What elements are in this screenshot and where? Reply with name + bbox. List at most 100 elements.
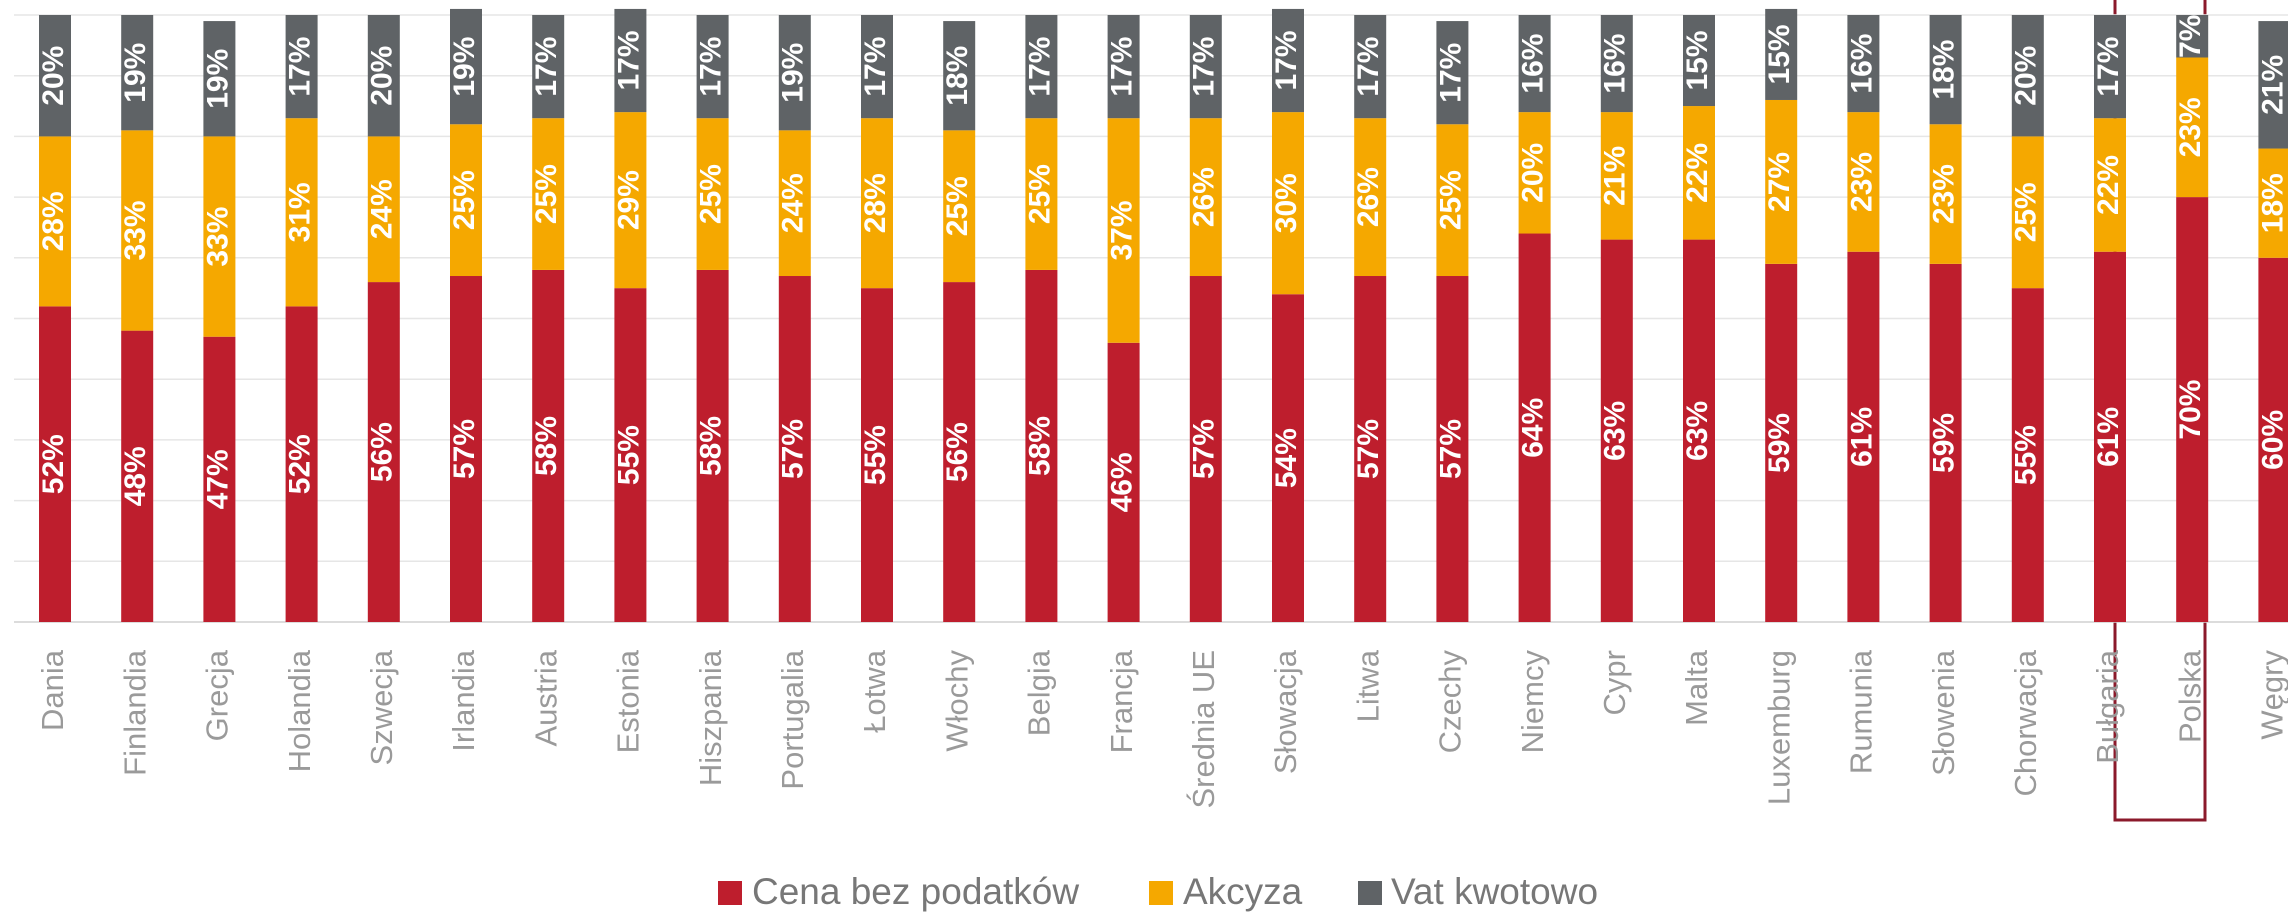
x-tick-label: Litwa (1350, 649, 1385, 722)
x-tick-label: Średnia UE (1185, 650, 1221, 809)
data-label: 18% (1928, 40, 1961, 100)
data-label: 61% (2092, 407, 2125, 467)
data-label: 30% (1270, 173, 1303, 233)
x-tick-label: Czechy (1433, 650, 1468, 754)
bar-segment (614, 288, 647, 622)
data-label: 57% (448, 419, 481, 479)
data-label: 20% (37, 46, 70, 106)
bar-segment (1272, 112, 1304, 295)
data-label: 22% (1681, 143, 1714, 203)
data-label: 7% (2174, 15, 2207, 58)
data-label: 22% (2092, 155, 2125, 215)
x-tick-label: Polska (2172, 649, 2207, 743)
bar-segment (203, 136, 236, 337)
x-tick-label: Rumunia (1844, 649, 1879, 774)
data-label: 28% (859, 173, 892, 233)
data-label: 24% (777, 173, 810, 233)
bar-segment (1189, 15, 1222, 119)
legend-swatch (1358, 881, 1382, 905)
bar-segment (2094, 118, 2126, 252)
data-label: 70% (2174, 380, 2207, 440)
data-label: 59% (1763, 413, 1796, 473)
data-label: 29% (612, 170, 645, 230)
bar-segment (2011, 136, 2044, 289)
data-label: 25% (695, 164, 728, 224)
bar-segment (2094, 15, 2126, 119)
bar-segment (1025, 269, 1058, 622)
data-label: 46% (1106, 452, 1139, 512)
bar-segment (1929, 263, 1962, 622)
data-label: 17% (2092, 37, 2125, 97)
data-label: 17% (1188, 37, 1221, 97)
bar-segment (1189, 276, 1222, 622)
x-tick-label: Węgry (2255, 650, 2288, 740)
data-label: 61% (1845, 407, 1878, 467)
x-tick-label: Niemcy (1515, 650, 1550, 754)
data-label: 18% (2256, 173, 2288, 233)
bar-segment (1189, 118, 1222, 277)
bar-segment (39, 15, 71, 137)
data-label: 15% (1763, 24, 1796, 84)
legend-label: Cena bez podatków (752, 871, 1079, 912)
bar-segment (861, 118, 893, 289)
data-label: 52% (284, 434, 317, 494)
data-label: 27% (1763, 152, 1796, 212)
x-tick-label: Holandia (282, 649, 317, 772)
bar-segment (1847, 251, 1880, 623)
x-tick-label: Słowenia (1926, 649, 1961, 776)
bar-segment (203, 21, 236, 137)
data-label: 17% (1106, 37, 1139, 97)
data-label: 23% (2174, 97, 2207, 157)
data-label: 16% (1599, 34, 1632, 94)
data-label: 56% (941, 422, 974, 482)
data-label: 19% (448, 37, 481, 97)
bar-segment (1272, 8, 1304, 113)
data-label: 54% (1270, 428, 1303, 488)
bar-segment (1929, 15, 1962, 125)
data-label: 56% (366, 422, 399, 482)
data-label: 25% (941, 176, 974, 236)
bar-segment (943, 130, 976, 283)
data-label: 48% (119, 446, 152, 506)
data-label: 55% (2010, 425, 2043, 485)
x-tick-label: Grecja (200, 649, 235, 741)
bar-segment (121, 15, 154, 131)
bar-segment (1436, 124, 1469, 277)
data-label: 25% (530, 164, 563, 224)
data-label: 16% (1517, 34, 1550, 94)
x-tick-label: Malta (1679, 649, 1714, 726)
data-label: 59% (1928, 413, 1961, 473)
bar-segment (2094, 251, 2126, 623)
bar-segment (2011, 15, 2044, 137)
bar-segment (532, 269, 565, 622)
bar-segment (285, 306, 318, 622)
x-tick-label: Finlandia (117, 649, 152, 776)
bar-segment (2176, 15, 2209, 58)
bar-segment (1436, 276, 1469, 622)
bar-segment (1354, 15, 1387, 119)
data-label: 23% (1845, 152, 1878, 212)
x-tick-label: Bułgaria (2090, 649, 2125, 763)
bar-segment (696, 269, 729, 622)
bar-segment (1107, 342, 1140, 622)
data-label: 24% (366, 179, 399, 239)
bar-segment (2258, 21, 2288, 149)
bar-segment (778, 276, 811, 622)
legend-label: Akcyza (1183, 871, 1303, 912)
x-tick-label: Cypr (1597, 650, 1632, 715)
x-tick-label: Szwecja (364, 649, 399, 765)
x-tick-label: Estonia (611, 649, 646, 753)
bar-segment (1765, 263, 1798, 622)
bar-segment (1929, 124, 1962, 264)
data-label: 52% (37, 434, 70, 494)
bar-segment (1436, 21, 1469, 125)
bar-segment (1107, 118, 1140, 343)
bar-segment (39, 306, 71, 622)
data-label: 57% (777, 419, 810, 479)
data-label: 55% (859, 425, 892, 485)
bar-segment (943, 282, 976, 622)
bar-segment (2258, 148, 2288, 258)
data-label: 17% (859, 37, 892, 97)
bar-segment (1518, 15, 1551, 113)
